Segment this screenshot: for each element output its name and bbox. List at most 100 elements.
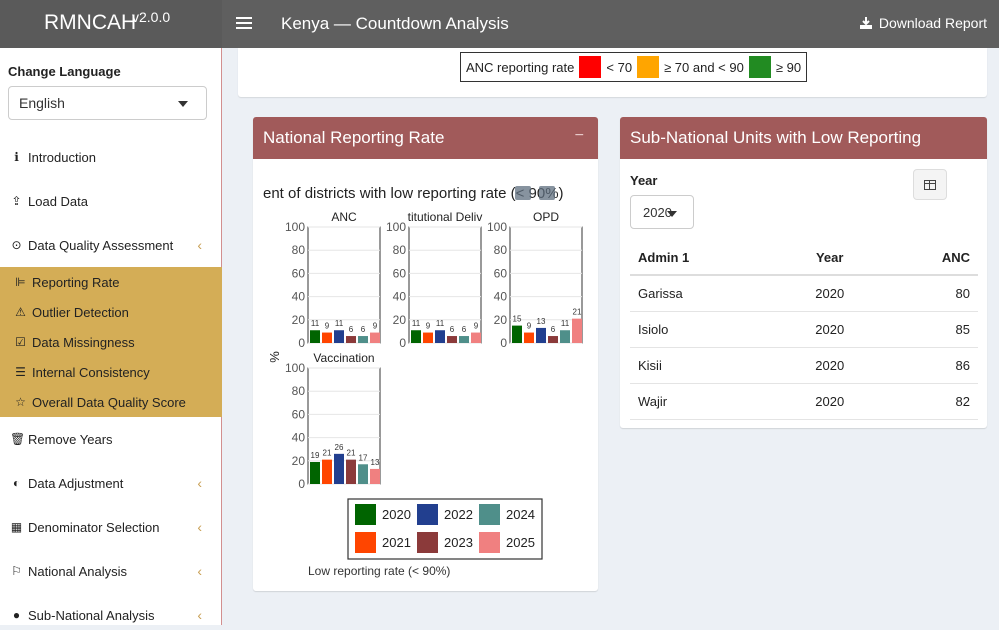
download-report-button[interactable]: Download Report bbox=[859, 15, 987, 31]
year-select[interactable]: 2020 bbox=[630, 195, 694, 229]
chart-line-icon: ⊫ bbox=[15, 275, 26, 289]
legend-label-mid: ≥ 70 and < 90 bbox=[664, 59, 744, 75]
sidebar-item-national-analysis[interactable]: ⚐ National Analysis ‹ bbox=[0, 556, 222, 586]
sidebar-item-remove-years[interactable]: 🗑 Remove Years bbox=[0, 424, 222, 454]
panel-title: OPD bbox=[533, 210, 559, 224]
panel-frame bbox=[509, 226, 583, 344]
chart-title: ent of districts with low reporting rate… bbox=[263, 185, 564, 202]
sidebar-item-sub-national-analysis[interactable]: ● Sub-National Analysis ‹ bbox=[0, 600, 222, 630]
sidebar-item-introduction[interactable]: ℹ Introduction bbox=[0, 142, 222, 172]
half-circle-icon: ◐ bbox=[12, 476, 21, 490]
bar bbox=[423, 332, 433, 343]
bar-value-label: 11 bbox=[335, 319, 344, 328]
legend-swatch-low bbox=[579, 56, 602, 78]
chart-toolbar bbox=[515, 186, 555, 200]
sidebar-item-outlier-detection[interactable]: ⚠ Outlier Detection bbox=[0, 297, 222, 327]
legend-label-low: < 70 bbox=[606, 59, 633, 75]
download-report-label: Download Report bbox=[878, 15, 987, 31]
cell-admin1: Kisii bbox=[630, 347, 780, 384]
table-row: Kisii 2020 86 bbox=[630, 347, 978, 384]
submenu-data-quality: ⊫ Reporting Rate ⚠ Outlier Detection ☑ D… bbox=[0, 267, 222, 417]
column-header-year[interactable]: Year bbox=[779, 241, 880, 276]
collapse-button[interactable]: − bbox=[574, 127, 584, 144]
warning-icon: ⚠ bbox=[15, 305, 26, 319]
column-header-admin1[interactable]: Admin 1 bbox=[630, 241, 780, 276]
bar bbox=[334, 453, 344, 484]
y-tick-label: 60 bbox=[292, 407, 306, 421]
reporting-rate-legend: ANC reporting rate < 70 ≥ 70 and < 90 ≥ … bbox=[460, 52, 808, 82]
sidebar-item-label: Data Missingness bbox=[32, 334, 135, 350]
sidebar-toggle-icon[interactable] bbox=[236, 14, 252, 34]
sidebar-item-data-adjustment[interactable]: ◐ Data Adjustment ‹ bbox=[0, 468, 222, 498]
sidebar-item-data-quality-assessment[interactable]: ⊙ Data Quality Assessment ‹ bbox=[0, 230, 222, 260]
sidebar-item-denominator-selection[interactable]: ▦ Denominator Selection ‹ bbox=[0, 512, 222, 542]
sidebar-item-label: Sub-National Analysis bbox=[28, 607, 155, 623]
caret-down-icon bbox=[178, 101, 188, 107]
trash-icon: 🗑 bbox=[10, 432, 26, 446]
y-tick-label: 100 bbox=[386, 220, 406, 234]
y-tick-label: 0 bbox=[399, 336, 406, 350]
chevron-left-icon: ‹ bbox=[197, 607, 202, 623]
sidebar-item-label: National Analysis bbox=[28, 563, 127, 579]
chevron-left-icon: ‹ bbox=[197, 475, 202, 491]
brand-name: RMNCAH bbox=[44, 11, 137, 34]
y-tick-label: 20 bbox=[494, 313, 508, 327]
bar bbox=[358, 464, 368, 484]
bar bbox=[524, 332, 534, 343]
reporting-rate-legend-box: ANC reporting rate < 70 ≥ 70 and < 90 ≥ … bbox=[238, 48, 987, 97]
camera-icon[interactable] bbox=[515, 186, 531, 200]
cell-year: 2020 bbox=[779, 275, 880, 312]
language-select[interactable]: English bbox=[8, 86, 207, 120]
table-row: Isiolo 2020 85 bbox=[630, 311, 978, 348]
calculator-icon: ▦ bbox=[10, 520, 23, 534]
bar bbox=[536, 327, 546, 343]
bar-value-label: 21 bbox=[323, 449, 332, 458]
sidebar-item-label: Denominator Selection bbox=[28, 519, 160, 535]
legend-swatch bbox=[479, 504, 500, 525]
legend-label: 2022 bbox=[444, 507, 473, 522]
caret-down-icon bbox=[667, 211, 677, 217]
brand-version: v2.0.0 bbox=[132, 9, 171, 25]
sidebar-item-label: Outlier Detection bbox=[32, 304, 129, 320]
subnational-box-header: Sub-National Units with Low Reporting bbox=[620, 117, 987, 159]
sidebar-item-reporting-rate[interactable]: ⊫ Reporting Rate bbox=[0, 267, 222, 297]
year-value: 2020 bbox=[643, 205, 672, 220]
y-tick-label: 60 bbox=[494, 266, 508, 280]
legend-swatch-high bbox=[748, 56, 771, 78]
sidebar-item-internal-consistency[interactable]: ☰ Internal Consistency bbox=[0, 357, 222, 387]
language-value: English bbox=[19, 95, 65, 111]
bar-value-label: 6 bbox=[361, 325, 366, 334]
table-view-button[interactable] bbox=[913, 169, 947, 200]
bar-value-label: 15 bbox=[513, 315, 522, 324]
cell-year: 2020 bbox=[779, 383, 880, 420]
sidebar-item-data-missingness[interactable]: ☑ Data Missingness bbox=[0, 327, 222, 357]
y-tick-label: 80 bbox=[292, 243, 306, 257]
cell-anc: 85 bbox=[879, 311, 978, 348]
bar bbox=[560, 330, 570, 343]
legend-swatch bbox=[355, 532, 376, 553]
y-axis-label: % bbox=[267, 351, 282, 363]
legend-swatch bbox=[355, 504, 376, 525]
cell-anc: 86 bbox=[879, 347, 978, 384]
cell-admin1: Garissa bbox=[630, 275, 780, 312]
zoom-icon[interactable] bbox=[539, 186, 555, 200]
bar-value-label: 11 bbox=[561, 319, 570, 328]
table-header-row: Admin 1 Year ANC bbox=[630, 241, 978, 276]
y-tick-label: 100 bbox=[285, 220, 305, 234]
bar-value-label: 9 bbox=[426, 322, 431, 331]
bar bbox=[346, 459, 356, 484]
bar-value-label: 11 bbox=[412, 319, 421, 328]
bar bbox=[370, 468, 380, 484]
sidebar-item-overall-data-quality-score[interactable]: ☆ Overall Data Quality Score bbox=[0, 387, 222, 417]
cell-admin1: Isiolo bbox=[630, 311, 780, 348]
bar-value-label: 19 bbox=[311, 451, 320, 460]
sidebar-item-label: Overall Data Quality Score bbox=[32, 394, 186, 410]
table-row: Wajir 2020 82 bbox=[630, 383, 978, 420]
legend-label: 2023 bbox=[444, 535, 473, 550]
bar bbox=[358, 336, 368, 343]
sidebar-item-load-data[interactable]: ⇪ Load Data bbox=[0, 186, 222, 216]
column-header-anc[interactable]: ANC bbox=[879, 241, 978, 276]
y-tick-label: 0 bbox=[298, 336, 305, 350]
bar bbox=[471, 332, 481, 343]
